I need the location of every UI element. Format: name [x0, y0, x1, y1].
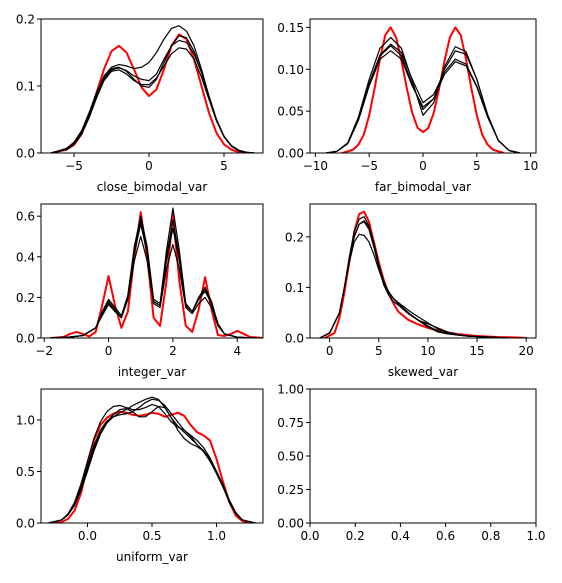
x-tick-label: −10	[303, 159, 328, 173]
y-tick-label: 0.05	[277, 105, 304, 119]
y-tick-label: 0.5	[16, 465, 35, 479]
x-tick-label: 0	[326, 344, 334, 358]
axes-frame	[309, 203, 537, 339]
y-tick-label: 0.1	[16, 80, 35, 94]
density-line	[325, 50, 521, 153]
y-tick-label: 1.0	[16, 413, 35, 427]
y-tick-label: 0.2	[16, 291, 35, 305]
x-tick-label: 15	[469, 344, 484, 358]
y-tick-label: 0.50	[277, 450, 304, 464]
y-tick-label: 0.0	[16, 517, 35, 531]
x-tick-label: 1.0	[526, 529, 545, 543]
x-tick-label: 0.4	[391, 529, 410, 543]
x-tick-label: 0.5	[142, 529, 161, 543]
x-axis-label: close_bimodal_var	[97, 180, 208, 194]
x-tick-label: −2	[35, 344, 53, 358]
y-tick-label: 0.0	[285, 332, 304, 346]
y-tick-label: 0.75	[277, 416, 304, 430]
x-tick-label: 0	[145, 159, 153, 173]
density-line	[319, 220, 508, 338]
x-tick-label: 2	[169, 344, 177, 358]
x-tick-label: 0.2	[346, 529, 365, 543]
x-tick-label: 10	[523, 159, 538, 173]
x-tick-label: 0.8	[481, 529, 500, 543]
x-axis-label: skewed_var	[388, 365, 458, 379]
density-line	[50, 219, 258, 338]
y-tick-label: 0.10	[277, 63, 304, 77]
x-tick-label: 4	[233, 344, 241, 358]
subplot-2: −10 −5 0 5 10 0.00 0.05 0.10 0.15 far_bimodal_var	[277, 18, 538, 194]
y-tick-label: 0.2	[285, 230, 304, 244]
y-tick-label: 0.00	[277, 147, 304, 161]
x-axis-label: far_bimodal_var	[375, 180, 471, 194]
density-line-red	[49, 211, 263, 338]
y-tick-label: 0.0	[16, 332, 35, 346]
y-tick-label: 0.15	[277, 21, 304, 35]
subplot-4: 0 5 10 15 20 0.0 0.1 0.2 skewed_var	[285, 203, 537, 379]
x-tick-label: 0	[419, 159, 427, 173]
x-tick-label: 0	[105, 344, 113, 358]
y-tick-label: 0.1	[285, 281, 304, 295]
density-line	[50, 207, 258, 338]
subplot-5: 0.0 0.5 1.0 0.0 0.5 1.0 uniform_var	[16, 388, 264, 564]
x-tick-label: −5	[360, 159, 378, 173]
y-tick-label: 0.0	[16, 147, 35, 161]
y-tick-label: 0.6	[16, 210, 35, 224]
density-line	[48, 405, 256, 523]
x-tick-label: 5	[220, 159, 228, 173]
subplot-6: 0.0 0.2 0.4 0.6 0.8 1.0 0.00 0.25 0.50 0.75 1.00	[277, 383, 545, 544]
density-line	[48, 396, 256, 523]
x-tick-label: 10	[420, 344, 435, 358]
y-tick-label: 0.00	[277, 517, 304, 531]
x-tick-label: −5	[65, 159, 83, 173]
y-tick-label: 0.2	[16, 13, 35, 27]
x-axis-label: integer_var	[118, 365, 186, 379]
y-tick-label: 0.25	[277, 483, 304, 497]
subplot-3: −2 0 2 4 0.0 0.2 0.4 0.6 integer_var	[16, 203, 264, 379]
x-tick-label: 1.0	[207, 529, 226, 543]
x-tick-label: 0.0	[78, 529, 97, 543]
density-line-red	[341, 26, 505, 153]
y-tick-label: 0.4	[16, 250, 35, 264]
subplot-1: −5 0 5 0.0 0.1 0.2 close_bimodal_var	[16, 13, 264, 194]
axes-frame	[40, 203, 264, 339]
density-line	[50, 235, 258, 338]
x-tick-label: 0.6	[436, 529, 455, 543]
density-line	[50, 47, 255, 153]
y-tick-label: 1.00	[277, 383, 304, 397]
x-tick-label: 20	[519, 344, 534, 358]
x-tick-label: 5	[375, 344, 383, 358]
x-axis-label: uniform_var	[116, 550, 188, 564]
x-tick-label: 0.0	[300, 529, 319, 543]
x-tick-label: 5	[473, 159, 481, 173]
